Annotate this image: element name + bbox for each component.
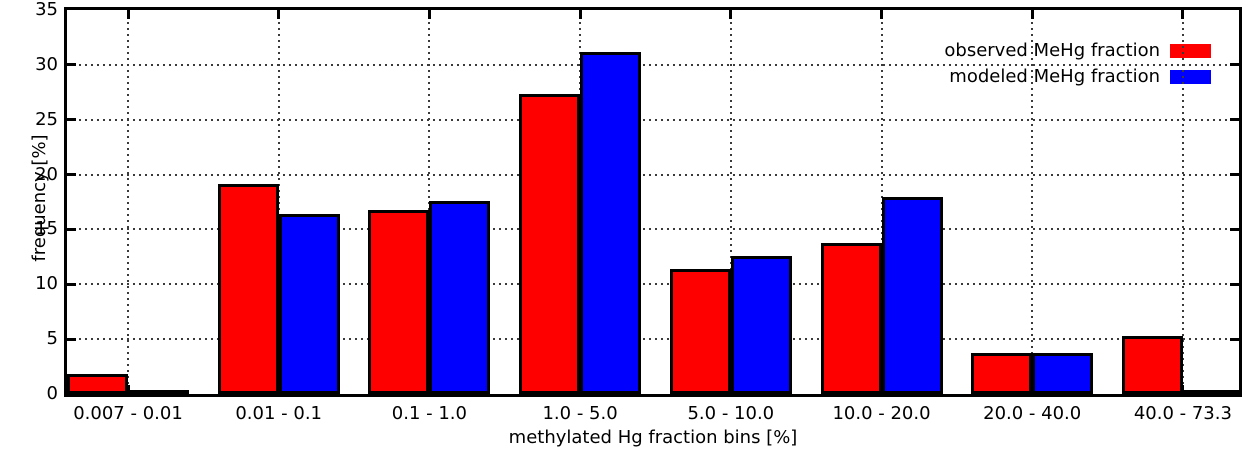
y-tick-label: 10 xyxy=(35,273,58,295)
x-tick-label: 20.0 - 40.0 xyxy=(983,403,1082,424)
x-tick-mark xyxy=(1030,10,1034,19)
y-tick-mark xyxy=(67,118,76,122)
gridline-vertical xyxy=(1181,10,1184,394)
x-tick-mark xyxy=(1181,10,1185,19)
gridline-horizontal xyxy=(67,63,1239,66)
bar-modeled-bin5 xyxy=(730,255,792,394)
bar-modeled-bin4 xyxy=(580,51,642,394)
x-tick-label: 1.0 - 5.0 xyxy=(542,403,618,424)
x-axis-title: methylated Hg fraction bins [%] xyxy=(508,427,798,448)
bar-modeled-bin1 xyxy=(128,390,189,394)
gridline-vertical xyxy=(277,10,280,394)
bar-observed-bin5 xyxy=(669,268,731,394)
bar-modeled-bin2 xyxy=(278,214,340,394)
bar-observed-bin2 xyxy=(217,184,279,394)
y-tick-label: 20 xyxy=(35,163,58,185)
gridline-horizontal xyxy=(67,338,1239,341)
bar-observed-bin4 xyxy=(519,94,581,394)
y-tick-mark xyxy=(67,227,76,231)
legend-label-modeled: modeled MeHg fraction xyxy=(949,66,1160,87)
gridline-horizontal xyxy=(67,118,1239,121)
y-tick-mark xyxy=(1230,173,1239,177)
x-tick-label: 5.0 - 10.0 xyxy=(687,403,775,424)
bar-modeled-bin3 xyxy=(429,200,491,394)
x-tick-mark xyxy=(578,10,582,19)
gridline-vertical xyxy=(729,10,732,394)
y-tick-mark xyxy=(67,63,76,67)
y-tick-mark xyxy=(67,282,76,286)
gridline-horizontal xyxy=(67,228,1239,231)
bar-modeled-bin7 xyxy=(1032,353,1094,394)
y-tick-mark xyxy=(1230,337,1239,341)
y-tick-mark xyxy=(1230,118,1239,122)
legend-label-observed: observed MeHg fraction xyxy=(944,40,1160,61)
legend-item-observed: observed MeHg fraction xyxy=(944,40,1211,61)
legend-swatch-modeled xyxy=(1170,69,1211,84)
x-tick-label: 0.01 - 0.1 xyxy=(235,403,323,424)
bar-observed-bin8 xyxy=(1121,335,1183,394)
y-tick-label: 0 xyxy=(46,383,58,404)
bar-modeled-bin8 xyxy=(1182,390,1239,394)
gridline-horizontal xyxy=(67,173,1239,176)
y-tick-mark xyxy=(67,173,76,177)
y-tick-mark xyxy=(67,337,76,341)
y-tick-label: 5 xyxy=(46,328,58,350)
x-tick-mark xyxy=(729,10,733,19)
plot-area: observed MeHg fraction modeled MeHg frac… xyxy=(64,7,1242,397)
bar-observed-bin1 xyxy=(67,374,128,394)
x-tick-mark xyxy=(126,10,130,19)
y-tick-label: 30 xyxy=(35,53,58,75)
y-tick-mark xyxy=(1230,63,1239,67)
y-tick-label: 35 xyxy=(35,0,58,20)
gridline-vertical xyxy=(127,10,129,394)
y-tick-mark xyxy=(1230,227,1239,231)
x-tick-mark xyxy=(1181,385,1185,394)
gridline-vertical xyxy=(1031,10,1034,394)
x-tick-label: 0.1 - 1.0 xyxy=(391,403,467,424)
x-tick-label: 0.007 - 0.01 xyxy=(73,403,183,424)
y-tick-label: 15 xyxy=(35,218,58,240)
x-tick-mark xyxy=(880,10,883,19)
x-tick-mark xyxy=(277,10,281,19)
x-tick-label: 40.0 - 73.3 xyxy=(1133,403,1232,424)
legend-swatch-observed xyxy=(1170,43,1211,58)
x-tick-mark xyxy=(427,10,431,19)
gridline-horizontal xyxy=(67,283,1239,286)
legend-item-modeled: modeled MeHg fraction xyxy=(949,66,1211,87)
bar-observed-bin7 xyxy=(971,353,1033,394)
y-tick-mark xyxy=(1230,282,1239,286)
legend: observed MeHg fraction modeled MeHg frac… xyxy=(944,40,1211,87)
bar-modeled-bin6 xyxy=(881,196,943,394)
x-tick-label: 10.0 - 20.0 xyxy=(832,403,931,424)
x-tick-mark xyxy=(126,385,130,394)
bar-observed-bin6 xyxy=(820,242,882,394)
y-tick-label: 25 xyxy=(35,108,58,130)
bar-observed-bin3 xyxy=(368,209,430,394)
